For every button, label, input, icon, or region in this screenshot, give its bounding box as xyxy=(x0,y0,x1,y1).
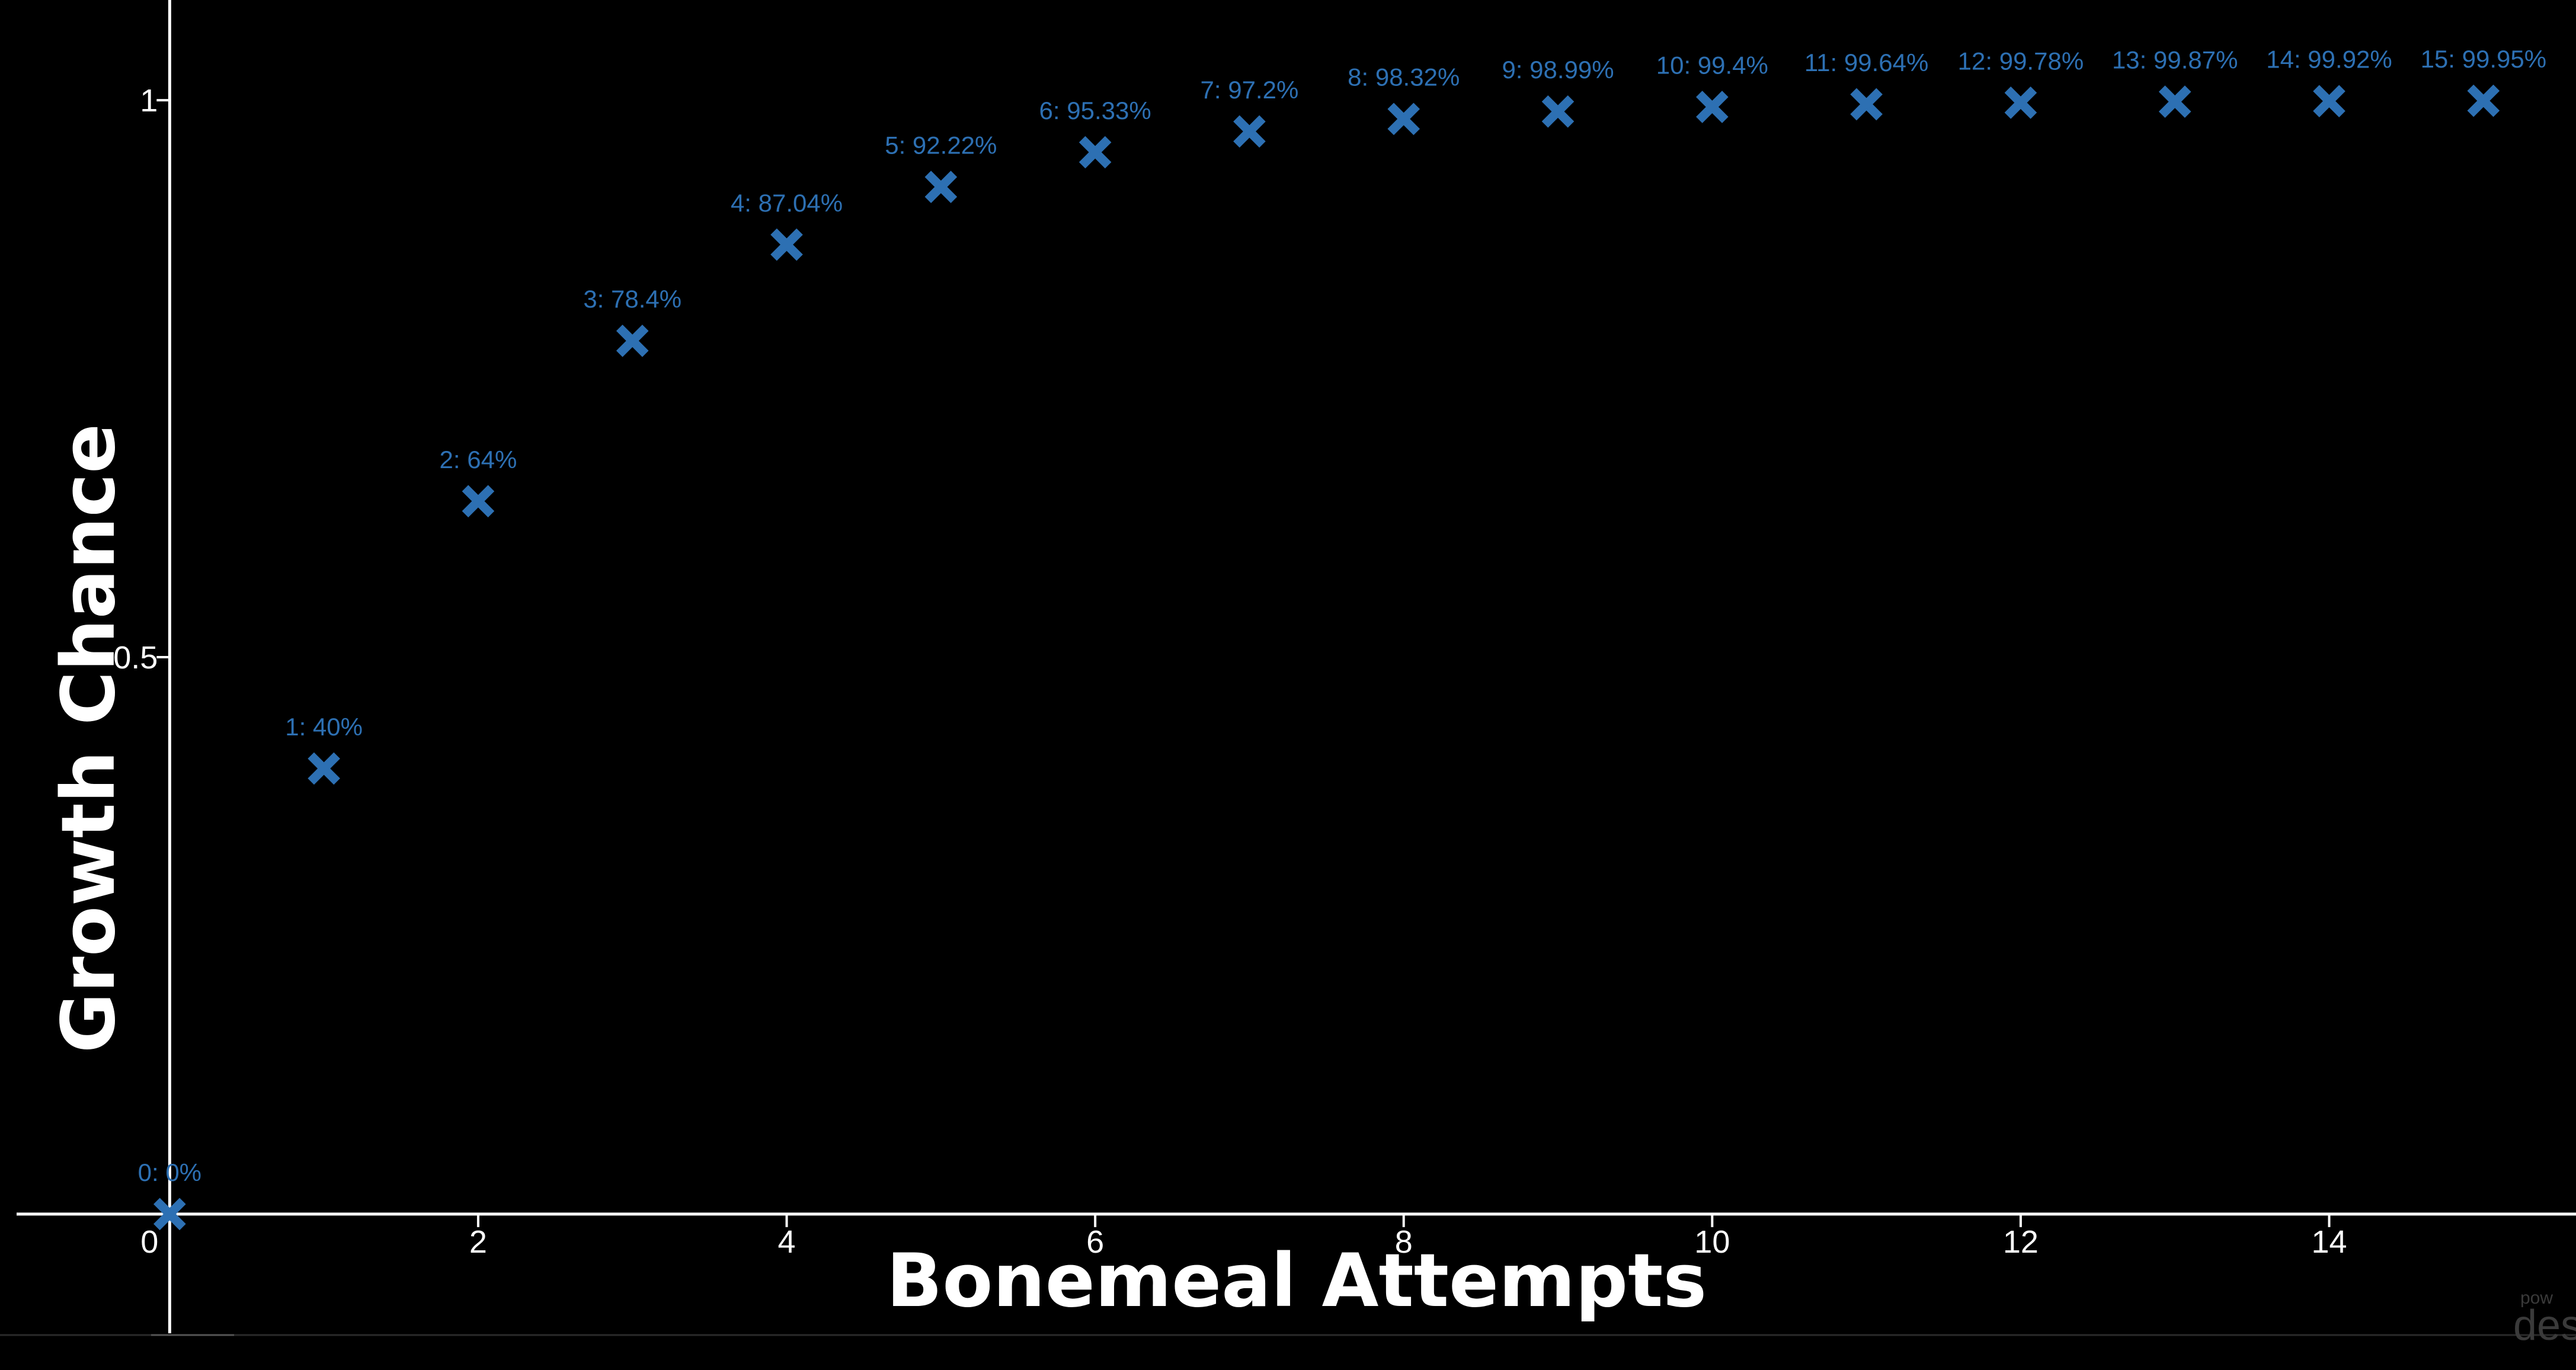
y-tick-label: 0.5 xyxy=(113,640,158,676)
data-point-marker xyxy=(2467,84,2500,117)
marker-stroke xyxy=(1233,115,1266,148)
marker-stroke xyxy=(2313,85,2345,117)
marker-stroke xyxy=(770,228,803,261)
x-tick-label: 14 xyxy=(2311,1224,2347,1260)
data-point-marker xyxy=(770,228,803,261)
data-label: 13: 99.87% xyxy=(2112,46,2238,74)
data-label: 12: 99.78% xyxy=(1958,47,2084,75)
data-point-marker xyxy=(153,1198,186,1231)
data-point-marker xyxy=(1079,136,1112,169)
data-label: 1: 40% xyxy=(285,713,363,741)
data-label: 8: 98.32% xyxy=(1348,63,1460,91)
data-label: 9: 98.99% xyxy=(1502,56,1614,84)
data-point-marker xyxy=(616,324,649,357)
y-axis-title: Growth Chance xyxy=(46,424,132,1053)
marker-stroke xyxy=(1696,91,1729,123)
marker-stroke xyxy=(2467,84,2500,117)
marker-stroke xyxy=(1541,95,1575,128)
axes xyxy=(17,0,2576,1333)
data-label: 10: 99.4% xyxy=(1656,51,1768,79)
data-label: 14: 99.92% xyxy=(2266,46,2392,73)
ticks: 0 2 4 6 8 10 12 14 0.5 1 xyxy=(113,83,2347,1260)
x-tick-label: 12 xyxy=(2003,1224,2039,1260)
data-point-marker xyxy=(1696,91,1729,123)
data-label: 0: 0% xyxy=(138,1158,201,1186)
data-point-marker xyxy=(2313,85,2345,117)
marker-stroke xyxy=(616,324,649,357)
data-points xyxy=(153,84,2500,1231)
marker-stroke xyxy=(1079,136,1112,169)
x-tick-label: 2 xyxy=(469,1224,487,1260)
x-tick-label: 0 xyxy=(140,1224,158,1260)
data-point-marker xyxy=(1233,115,1266,148)
data-label: 11: 99.64% xyxy=(1804,49,1928,76)
marker-stroke xyxy=(924,171,958,203)
marker-stroke xyxy=(1850,88,1883,121)
data-point-marker xyxy=(1541,95,1575,128)
data-label: 4: 87.04% xyxy=(731,189,843,217)
data-label: 5: 92.22% xyxy=(885,131,997,159)
marker-stroke xyxy=(462,485,495,518)
marker-stroke xyxy=(2158,85,2191,118)
marker-stroke xyxy=(153,1198,186,1231)
x-tick-label: 6 xyxy=(1086,1224,1104,1260)
data-point-marker xyxy=(1850,88,1883,121)
watermark-logo: pow des xyxy=(2511,1281,2576,1370)
x-tick-label: 4 xyxy=(778,1224,796,1260)
marker-stroke xyxy=(2004,87,2037,119)
data-point-marker xyxy=(2004,87,2037,119)
data-labels: 0: 0% 1: 40% 2: 64% 3: 78.4% 4: 87.04% 5: 92.… xyxy=(138,45,2546,1186)
x-axis-title: Bonemeal Attempts xyxy=(887,1238,1707,1324)
data-label: 7: 97.2% xyxy=(1201,76,1299,104)
data-point-marker xyxy=(924,171,958,203)
data-label: 6: 95.33% xyxy=(1039,97,1151,124)
x-tick-label: 10 xyxy=(1694,1224,1730,1260)
data-label: 15: 99.95% xyxy=(2421,45,2547,73)
watermark-big-text: des xyxy=(2513,1302,2576,1349)
y-tick-label: 1 xyxy=(140,83,158,119)
data-label: 3: 78.4% xyxy=(583,285,681,313)
x-tick-label: 8 xyxy=(1395,1224,1413,1260)
data-point-marker xyxy=(1387,103,1420,136)
data-point-marker xyxy=(308,752,340,785)
marker-stroke xyxy=(308,752,340,785)
data-point-marker xyxy=(2158,85,2191,118)
data-label: 2: 64% xyxy=(440,446,517,473)
data-point-marker xyxy=(462,485,495,518)
marker-stroke xyxy=(1387,103,1420,136)
watermark-small-text: pow xyxy=(2520,1288,2553,1308)
